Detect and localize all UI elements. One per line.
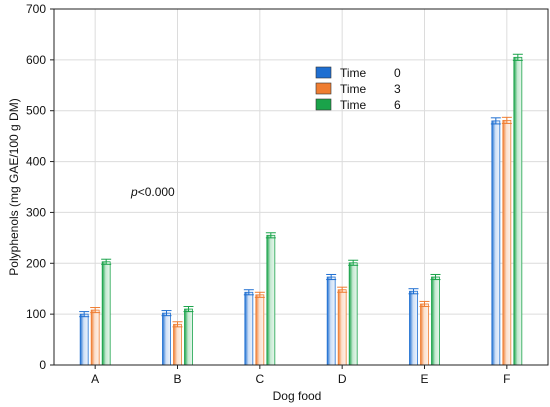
- x-tick-label: B: [173, 372, 181, 386]
- axes: 0 100 200 300 400 500 600 700 A B C D E F: [26, 2, 549, 386]
- y-tick-label: 400: [26, 155, 46, 169]
- y-tick-label: 700: [26, 2, 46, 16]
- y-tick-label: 500: [26, 104, 46, 118]
- bar-3-D: [337, 289, 347, 366]
- legend-title: Time: [340, 98, 367, 112]
- bar-3-A: [90, 309, 100, 366]
- x-tick-label: A: [91, 372, 99, 386]
- bar-6-A: [101, 261, 111, 366]
- legend-title: Time: [340, 66, 367, 80]
- legend-swatch-0: [315, 66, 332, 79]
- y-tick-label: 200: [26, 256, 46, 270]
- bar-6-C: [266, 234, 276, 366]
- bar-0-B: [162, 312, 171, 366]
- bar-6-B: [184, 308, 193, 366]
- y-tick-label: 0: [39, 358, 46, 372]
- bar-0-C: [244, 291, 254, 366]
- legend-label-6: 6: [394, 98, 401, 112]
- x-tick-label: C: [255, 372, 264, 386]
- bar-3-B: [173, 323, 182, 366]
- legend-label-0: 0: [394, 66, 401, 80]
- x-tick-label: D: [338, 372, 347, 386]
- bar-0-D: [326, 276, 336, 366]
- bars: [79, 53, 523, 366]
- legend-label-3: 3: [394, 82, 401, 96]
- bar-6-E: [431, 276, 440, 366]
- bar-0-E: [409, 290, 418, 366]
- x-tick-label: F: [503, 372, 510, 386]
- bar-3-C: [255, 294, 265, 366]
- p-value-symbol: p: [130, 185, 138, 199]
- grid-lines: [54, 8, 548, 366]
- y-tick-label: 300: [26, 205, 46, 219]
- bar-0-A: [79, 313, 89, 366]
- bar-6-F: [513, 56, 523, 366]
- bar-3-E: [420, 303, 429, 366]
- x-tick-label: E: [420, 372, 428, 386]
- bar-3-F: [502, 119, 512, 366]
- legend-title: Time: [340, 82, 367, 96]
- y-axis-title: Polyphenols (mg GAE/100 g DM): [7, 98, 21, 275]
- bar-6-D: [348, 262, 358, 366]
- legend-swatch-3: [315, 82, 332, 95]
- p-value-text: <0.000: [138, 185, 175, 199]
- legend-swatch-6: [315, 98, 332, 111]
- y-tick-label: 100: [26, 307, 46, 321]
- plot-frame: [53, 8, 549, 366]
- x-axis-title: Dog food: [273, 389, 322, 403]
- y-tick-label: 600: [26, 53, 46, 67]
- legend: Time 0 Time 3 Time 6: [315, 66, 401, 112]
- p-value-annotation: p<0.000: [130, 185, 175, 199]
- bar-0-F: [491, 120, 501, 366]
